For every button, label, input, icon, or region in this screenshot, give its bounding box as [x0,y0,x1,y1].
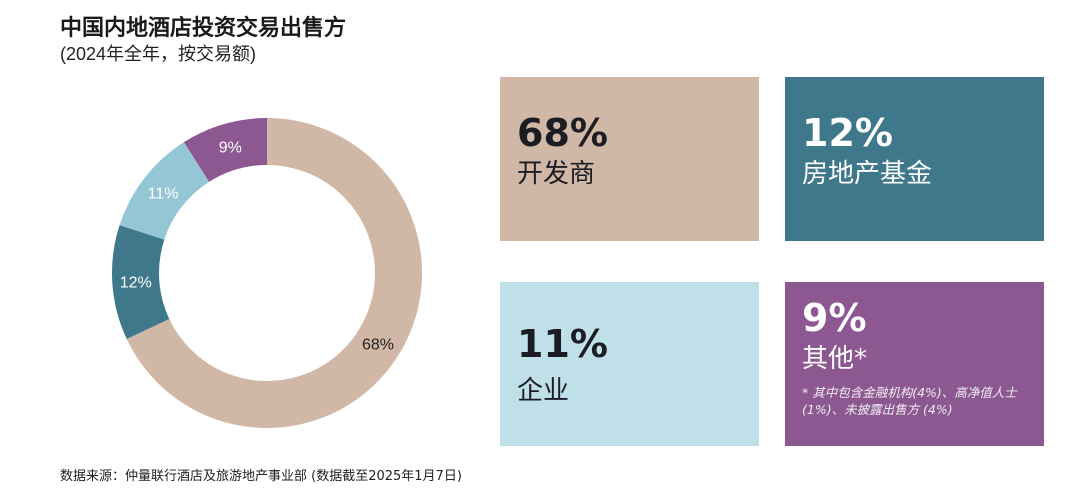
card-footnote: * 其中包含金融机构(4%)、高净值人士 (1%)、未披露出售方 (4%) [802,385,1017,417]
slice-developer [126,118,423,428]
source-note: 数据来源：仲量联行酒店及旅游地产事业部 (数据截至2025年1月7日) [60,469,462,484]
slice-other [183,118,267,182]
donut-chart: 68% 12% 11% 9% [112,118,423,428]
card-other: 9% 其他* * 其中包含金融机构(4%)、高净值人士 (1%)、未披露出售方 … [785,282,1044,446]
card-percent: 68% [517,111,608,155]
data-label: 68% [362,336,394,353]
slice-real-estate-fund [112,225,170,339]
card-label: 其他* [802,344,868,374]
card-label: 企业 [517,376,570,406]
slice-enterprise [119,142,210,240]
data-label: 9% [219,140,242,157]
chart-title: 中国内地酒店投资交易出售方 [60,16,347,41]
card-percent: 9% [802,296,867,340]
card-percent: 12% [802,111,893,155]
card-enterprise: 11% 企业 [500,282,759,446]
card-percent: 11% [517,322,608,366]
chart-subtitle: (2024年全年，按交易额) [60,44,257,64]
card-real-estate-fund: 12% 房地产基金 [785,77,1044,241]
data-label: 12% [120,274,152,291]
card-developer: 68% 开发商 [500,77,759,241]
card-label: 房地产基金 [802,159,933,189]
data-label: 11% [148,185,179,202]
card-label: 开发商 [517,159,596,189]
